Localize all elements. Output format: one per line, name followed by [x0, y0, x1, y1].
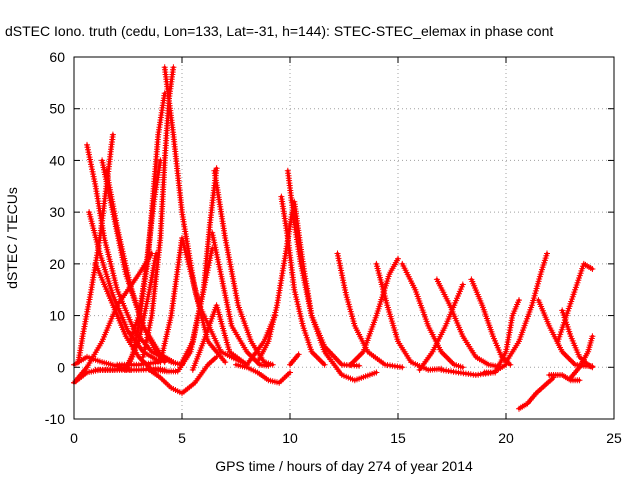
series-markers: [122, 157, 164, 373]
y-tick-label: 60: [49, 49, 65, 65]
series-pass-33: [416, 281, 466, 373]
series-pass-21: [189, 302, 278, 373]
series-pass-43: [567, 333, 596, 381]
x-tick-label: 10: [282, 430, 298, 446]
series-pass-36: [438, 361, 509, 378]
x-axis-label: GPS time / hours of day 274 of year 2014: [215, 458, 473, 474]
series-pass-18: [179, 165, 220, 366]
series-markers: [291, 198, 380, 384]
series-markers: [373, 260, 445, 373]
series-pass-23: [254, 209, 296, 366]
series-pass-40: [546, 372, 583, 384]
series-pass-17: [146, 353, 220, 397]
data-marks: [71, 64, 596, 412]
series-markers: [438, 361, 509, 378]
y-tick-label: 10: [49, 308, 65, 324]
x-tick-label: 0: [70, 430, 78, 446]
y-tick-label: 20: [49, 256, 65, 272]
y-tick-label: 50: [49, 101, 65, 117]
series-pass-39: [516, 374, 557, 412]
y-axis-label: dSTEC / TECUs: [4, 187, 20, 289]
plot-frame: [73, 56, 615, 420]
series-pass-20: [209, 229, 272, 369]
series-pass-15: [114, 235, 250, 368]
x-tick-label: 5: [178, 430, 186, 446]
series-markers: [433, 276, 501, 370]
series-markers: [189, 302, 278, 373]
series-pass-22: [233, 361, 293, 386]
series-pass-32: [433, 276, 501, 370]
x-tick-label: 25: [606, 430, 622, 446]
series-pass-25: [284, 167, 363, 369]
series-pass-12: [122, 157, 164, 373]
series-markers: [146, 353, 220, 397]
series-pass-24: [278, 193, 328, 368]
series-pass-26: [291, 198, 380, 384]
series-pass-27: [287, 351, 302, 368]
axis-ticks: 0 5 10 15 20 25 -10 0 10 20 30 40 50 60: [45, 49, 622, 446]
series-markers: [554, 260, 596, 345]
y-tick-label: 40: [49, 152, 65, 168]
y-tick-label: 0: [57, 359, 65, 375]
series-markers: [209, 229, 272, 369]
series-pass-28: [334, 250, 406, 371]
series-markers: [284, 167, 363, 369]
y-tick-label: -10: [45, 411, 65, 427]
series-markers: [546, 372, 583, 384]
series-markers: [75, 131, 116, 366]
series-markers: [287, 351, 302, 368]
series-pass-30: [373, 260, 445, 373]
series-line: [286, 169, 361, 368]
series-markers: [516, 374, 557, 412]
series-markers: [179, 165, 220, 366]
series-markers: [233, 361, 293, 386]
series-markers: [567, 333, 596, 381]
series-pass-19: [211, 167, 276, 368]
series-markers: [254, 209, 296, 366]
series-markers: [503, 250, 550, 366]
series-markers: [347, 255, 401, 368]
series-markers: [278, 193, 328, 368]
x-tick-label: 20: [498, 430, 514, 446]
series-markers: [114, 235, 250, 368]
y-tick-label: 30: [49, 204, 65, 220]
series-pass-37: [503, 250, 550, 366]
chart-title: dSTEC Iono. truth (cedu, Lon=133, Lat=-3…: [5, 23, 553, 39]
series-pass-08: [75, 131, 116, 366]
series-markers: [416, 281, 466, 373]
x-tick-label: 15: [390, 430, 406, 446]
series-pass-29: [347, 255, 401, 368]
series-pass-41: [554, 260, 596, 345]
